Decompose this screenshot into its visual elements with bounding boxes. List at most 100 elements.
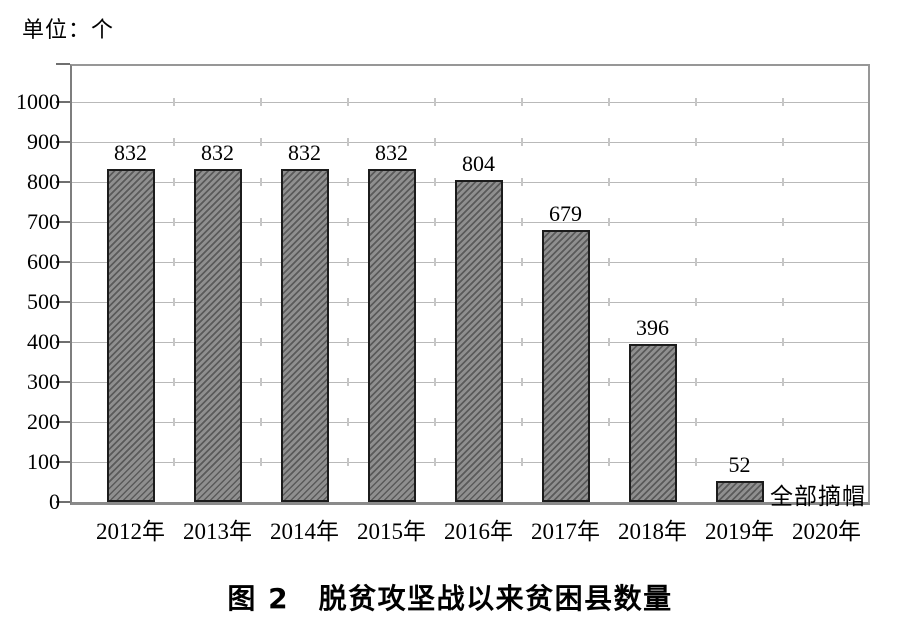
grid-stub <box>521 378 523 386</box>
grid-stub <box>608 458 610 466</box>
bar <box>541 230 590 502</box>
grid-stub <box>782 98 784 106</box>
plot-area: 832 832 832 832 804 679 396 52 <box>70 64 870 505</box>
x-tick-label: 2014年 <box>270 519 339 544</box>
grid-stub <box>347 458 349 466</box>
grid-stub <box>260 338 262 346</box>
grid-stub <box>260 98 262 106</box>
grid-stub <box>608 298 610 306</box>
bar <box>193 169 242 502</box>
grid-stub <box>608 338 610 346</box>
y-axis-tick <box>56 421 70 423</box>
chart-title: 图 2 脱贫攻坚战以来贫困县数量 <box>227 582 673 615</box>
bar-layer: 832 832 832 832 804 679 396 52 <box>72 66 868 502</box>
x-tick-label: 2013年 <box>183 519 252 544</box>
grid-stub <box>521 298 523 306</box>
y-tick-label: 900 <box>27 129 60 154</box>
grid-stub <box>521 258 523 266</box>
grid-stub <box>434 138 436 146</box>
grid-stub <box>173 378 175 386</box>
x-tick-label: 2017年 <box>531 519 600 544</box>
grid-stub <box>347 138 349 146</box>
grid-stub <box>260 458 262 466</box>
grid-stub <box>173 458 175 466</box>
grid-stub <box>695 378 697 386</box>
grid-stub <box>695 418 697 426</box>
bar <box>454 180 503 502</box>
x-tick-label: 2015年 <box>357 519 426 544</box>
grid-stub <box>434 178 436 186</box>
grid-stub <box>782 258 784 266</box>
grid-stub <box>695 178 697 186</box>
x-tick-label: 2020年 <box>792 519 861 544</box>
y-tick-label: 700 <box>27 209 60 234</box>
grid-stub <box>695 138 697 146</box>
grid-stub <box>608 98 610 106</box>
y-axis-tick <box>56 341 70 343</box>
grid-stub <box>347 338 349 346</box>
grid-stub <box>260 418 262 426</box>
bar-value-label: 832 <box>201 140 234 166</box>
grid-stub <box>173 338 175 346</box>
y-axis-tick <box>56 501 70 503</box>
bar <box>628 343 677 502</box>
grid-stub <box>695 458 697 466</box>
grid-stub <box>173 418 175 426</box>
grid-stub <box>434 258 436 266</box>
grid-stub <box>782 218 784 226</box>
bar-value-label: 679 <box>549 201 582 227</box>
x-tick-label: 2016年 <box>444 519 513 544</box>
grid-stub <box>434 338 436 346</box>
grid-stub <box>695 98 697 106</box>
grid-stub <box>521 338 523 346</box>
grid-stub <box>434 218 436 226</box>
y-tick-label: 600 <box>27 249 60 274</box>
grid-stub <box>608 138 610 146</box>
grid-stub <box>782 298 784 306</box>
y-axis-tick <box>56 101 70 103</box>
y-tick-label: 100 <box>27 449 60 474</box>
grid-stub <box>521 218 523 226</box>
grid-stub <box>260 378 262 386</box>
grid-stub <box>434 458 436 466</box>
y-axis-tick <box>56 301 70 303</box>
bar-value-label: 832 <box>375 140 408 166</box>
grid-stub <box>347 258 349 266</box>
bar <box>280 169 329 502</box>
grid-stub <box>521 178 523 186</box>
grid-stub <box>521 418 523 426</box>
grid-stub <box>173 258 175 266</box>
grid-stub <box>782 138 784 146</box>
y-axis-tick <box>56 141 70 143</box>
grid-stub <box>260 218 262 226</box>
bar <box>715 481 764 502</box>
y-axis-tick <box>56 461 70 463</box>
grid-stub <box>521 138 523 146</box>
grid-stub <box>608 178 610 186</box>
y-axis-tick <box>56 181 70 183</box>
y-tick-label: 300 <box>27 369 60 394</box>
bar-value-label: 804 <box>462 151 495 177</box>
unit-label: 单位：个 <box>22 17 115 42</box>
bar-value-label: 52 <box>728 452 751 478</box>
grid-stub <box>173 178 175 186</box>
y-tick-label: 200 <box>27 409 60 434</box>
y-tick-label: 0 <box>49 489 60 514</box>
x-tick-label: 2019年 <box>705 519 774 544</box>
y-axis-tick <box>56 261 70 263</box>
grid-stub <box>608 378 610 386</box>
y-axis-top-tick <box>56 63 70 65</box>
grid-stub <box>347 218 349 226</box>
grid-stub <box>521 98 523 106</box>
bar-value-label: 832 <box>114 140 147 166</box>
grid-stub <box>608 258 610 266</box>
grid-stub <box>347 98 349 106</box>
bar <box>367 169 416 502</box>
grid-stub <box>347 178 349 186</box>
grid-stub <box>695 338 697 346</box>
y-tick-label: 500 <box>27 289 60 314</box>
annotation-label: 全部摘帽 <box>770 484 866 509</box>
grid-stub <box>608 418 610 426</box>
y-axis-tick <box>56 381 70 383</box>
